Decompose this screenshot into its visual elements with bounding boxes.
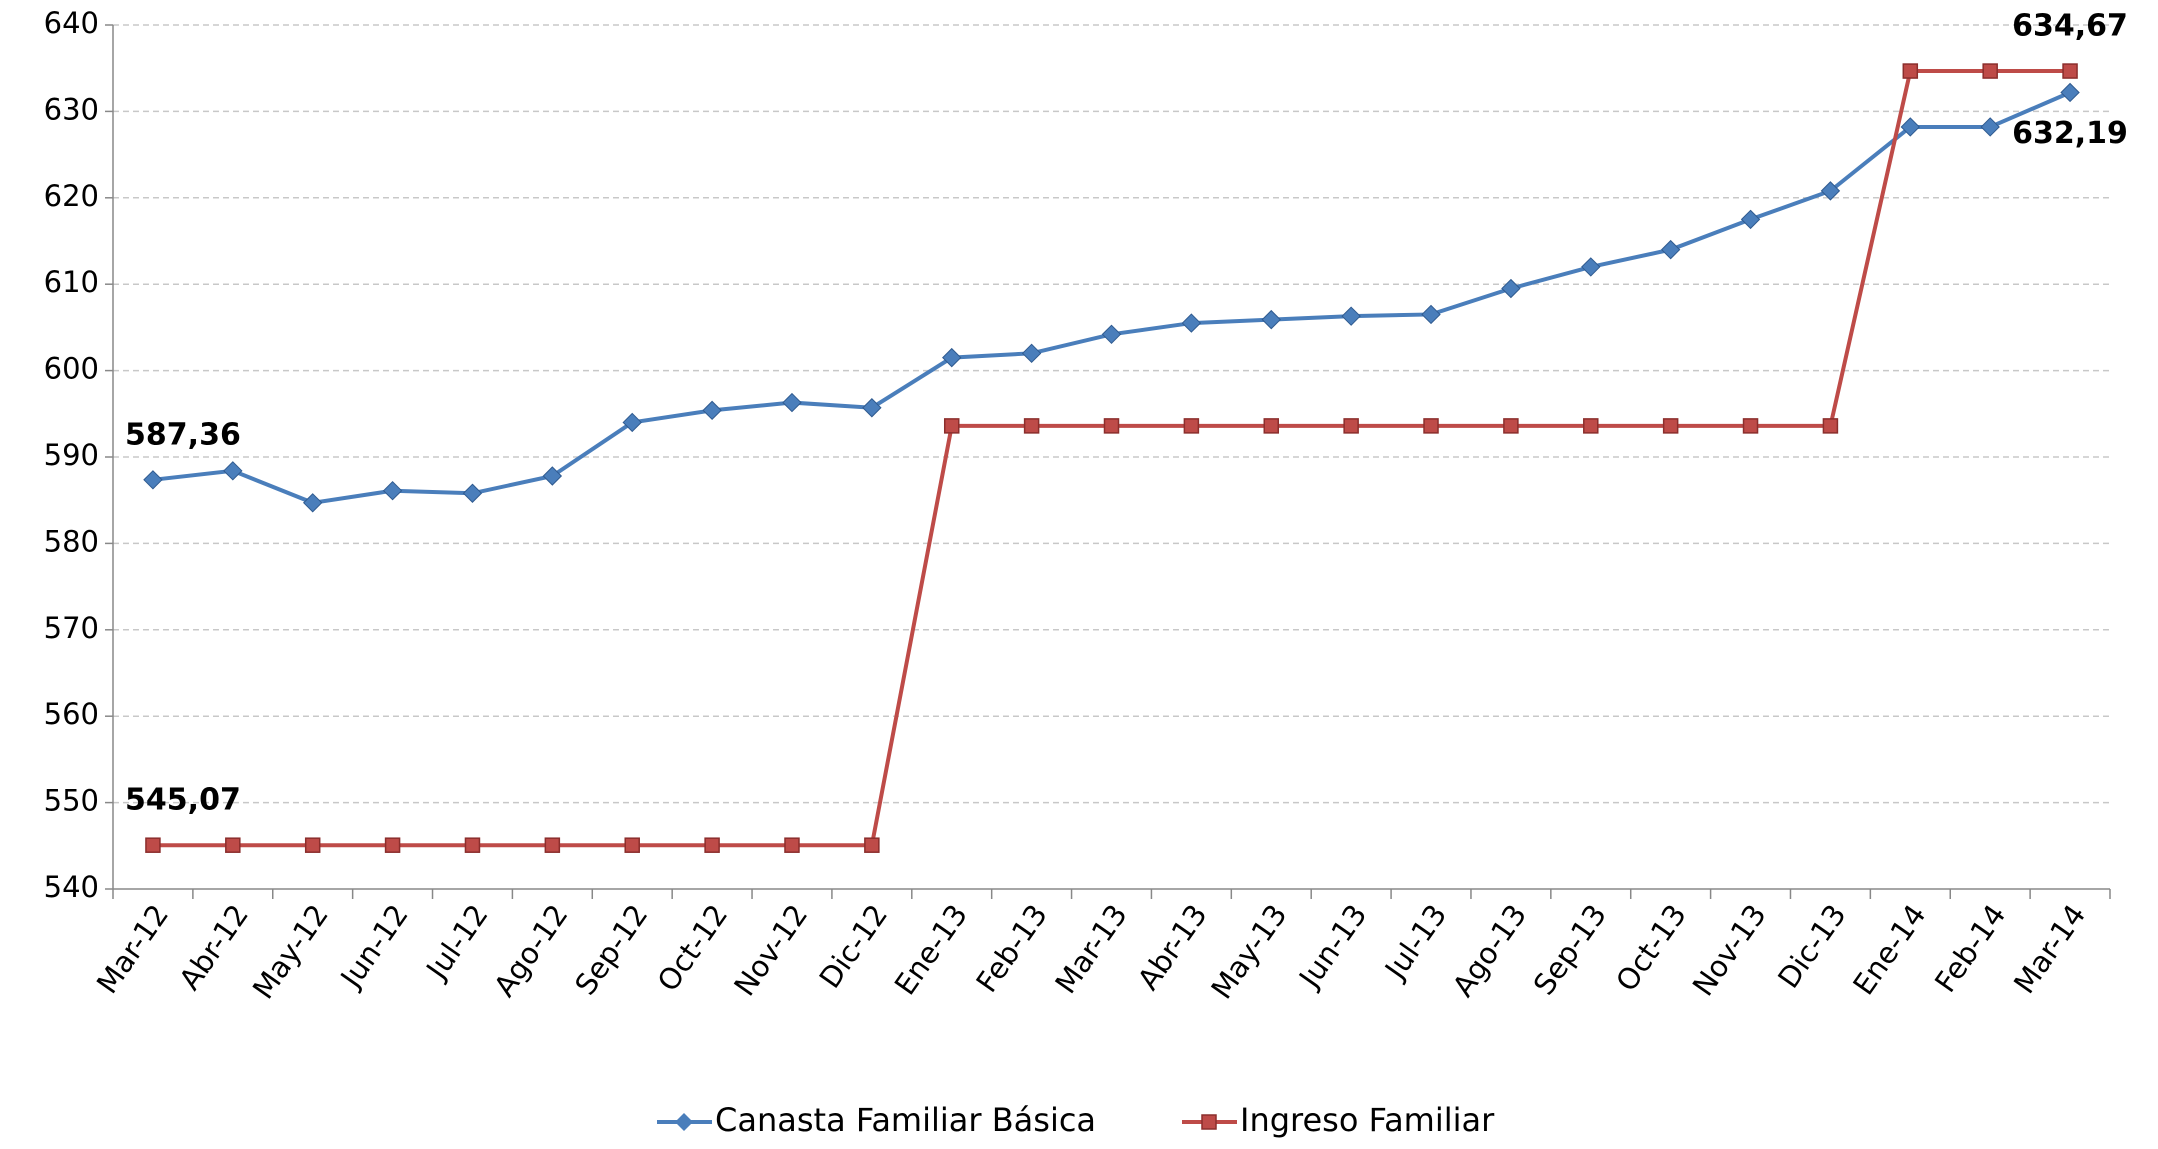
marker (1501, 278, 1521, 299)
y-tick-label: 610 (44, 265, 99, 299)
legend-label: Ingreso Familiar (1240, 1101, 1495, 1139)
marker (542, 466, 563, 486)
marker (862, 398, 882, 418)
y-tick-label: 570 (44, 611, 99, 645)
marker (782, 392, 802, 413)
x-tick-label: Abr-12 (172, 898, 255, 996)
data-label: 632,19 (2012, 116, 2128, 151)
marker (702, 400, 722, 421)
marker (382, 480, 403, 501)
y-tick-label: 630 (44, 92, 99, 126)
marker (1183, 418, 1200, 434)
y-tick-label: 540 (44, 870, 99, 904)
marker (1740, 209, 1761, 230)
marker (1021, 343, 1042, 364)
marker (622, 412, 642, 433)
marker (464, 837, 481, 853)
y-tick-label: 580 (44, 524, 99, 558)
marker (1980, 117, 2000, 137)
x-tick-label: Mar-14 (2007, 898, 2092, 1000)
marker (1341, 306, 1361, 326)
marker (624, 837, 640, 853)
x-tick-label: Dic-12 (813, 898, 895, 994)
series: 545,07 634,67 (125, 9, 2128, 853)
marker (1343, 418, 1359, 434)
marker (1263, 418, 1280, 434)
x-tick-label: Abr-13 (1131, 898, 1214, 996)
x-tick-label: Oct-13 (1609, 898, 1693, 997)
data-label: 545,07 (125, 783, 241, 818)
marker (864, 837, 880, 853)
y-tick-label: 590 (44, 438, 99, 472)
x-tick-label: Nov-12 (727, 898, 814, 1002)
marker (1181, 313, 1202, 333)
marker (1742, 418, 1759, 434)
marker (1583, 418, 1599, 434)
marker (1662, 418, 1679, 434)
marker (2062, 63, 2078, 79)
series-line (152, 69, 2071, 848)
x-tick-label: Jun-12 (333, 898, 415, 995)
x-tick-label: Ago-12 (487, 898, 574, 1003)
marker (1503, 418, 1519, 434)
marker (384, 837, 401, 853)
x-tick-label: Mar-13 (1048, 898, 1133, 1000)
y-tick-label: 560 (44, 697, 99, 731)
marker (1982, 63, 1998, 79)
x-tick-label: May-13 (1204, 898, 1293, 1005)
x-tick-label: Ene-14 (1846, 898, 1932, 1001)
x-tick-label: Ene-13 (888, 898, 974, 1001)
data-label: 587,36 (125, 417, 241, 452)
legend-marker (1201, 1114, 1217, 1130)
marker (1820, 181, 1841, 201)
x-tick-label: Jul-12 (419, 898, 495, 987)
marker (1423, 418, 1439, 434)
legend-marker (675, 1113, 693, 1131)
marker (145, 837, 161, 853)
marker (1581, 257, 1601, 277)
y-tick-label: 620 (44, 179, 99, 213)
marker (544, 837, 561, 853)
x-tick-label: Jul-13 (1377, 898, 1453, 987)
marker (1660, 239, 1681, 260)
x-tick-label: Sep-12 (568, 898, 654, 1001)
marker (1822, 418, 1839, 434)
x-tick-label: Mar-12 (90, 898, 175, 1000)
x-tick-label: Dic-13 (1771, 898, 1853, 994)
x-tick-label: Nov-13 (1686, 898, 1773, 1002)
x-tick-label: May-12 (246, 898, 335, 1005)
marker (1023, 418, 1040, 434)
marker (1421, 304, 1441, 325)
marker (1902, 63, 1919, 79)
marker (223, 461, 243, 481)
marker (462, 483, 483, 503)
x-tick-label: Jun-13 (1291, 898, 1373, 995)
y-tick-label: 640 (44, 6, 99, 40)
marker (784, 837, 800, 853)
y-tick-label: 550 (44, 784, 99, 818)
series-line (152, 90, 2071, 505)
x-tick-label: Ago-13 (1446, 898, 1533, 1003)
marker (704, 837, 720, 853)
marker (942, 347, 962, 368)
y-tick-label: 600 (44, 352, 99, 386)
marker (1900, 117, 1921, 137)
data-label: 634,67 (2012, 9, 2128, 44)
marker (1101, 324, 1122, 345)
marker (302, 493, 323, 513)
marker (304, 837, 321, 853)
marker (1261, 309, 1281, 330)
x-tick-label: Feb-14 (1928, 898, 2012, 998)
marker (2060, 82, 2080, 103)
marker (1103, 418, 1120, 434)
legend-label: Canasta Familiar Básica (715, 1101, 1096, 1139)
marker (943, 418, 960, 434)
marker (225, 837, 241, 853)
x-tick-label: Sep-13 (1527, 898, 1613, 1001)
x-tick-label: Oct-12 (651, 898, 735, 997)
marker (143, 470, 163, 490)
series: 587,36 632,19 (125, 82, 2128, 513)
x-tick-label: Feb-13 (969, 898, 1053, 998)
